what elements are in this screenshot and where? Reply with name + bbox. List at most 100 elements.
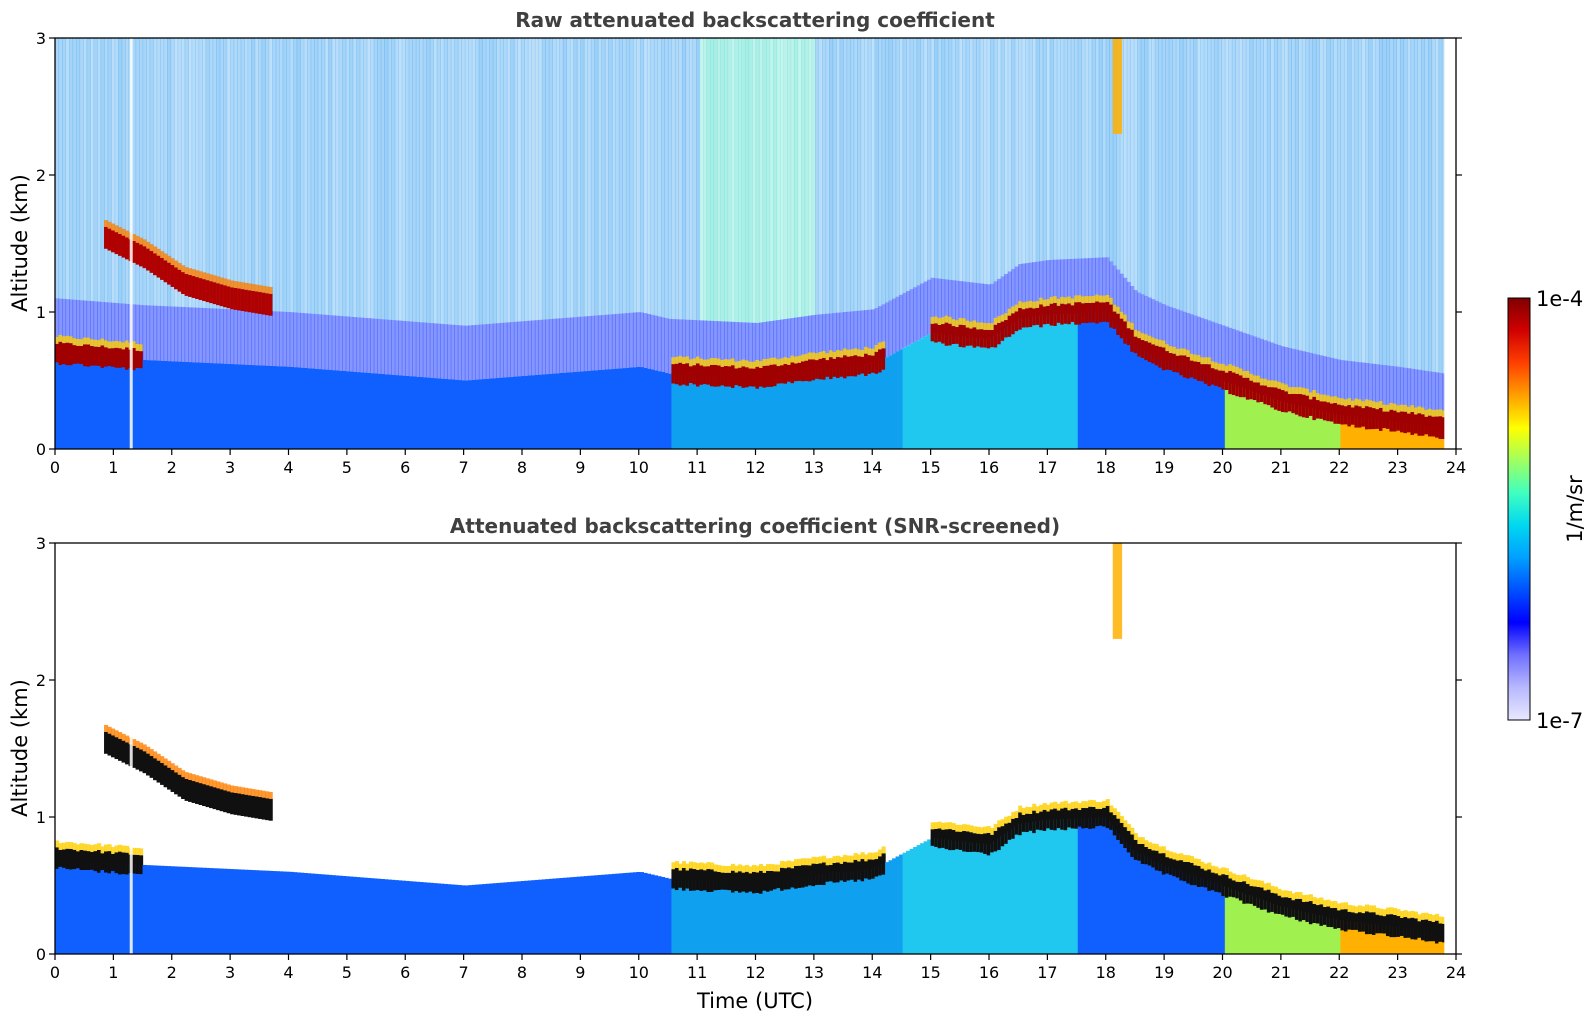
cloud-edge-column	[244, 282, 249, 290]
boundary-layer-column	[177, 866, 182, 954]
layer-edge-column	[1301, 895, 1306, 902]
layer-top-column	[1427, 415, 1433, 437]
boundary-layer-column	[1382, 924, 1387, 954]
cloud-edge-column	[104, 220, 109, 227]
boundary-layer-column	[261, 870, 266, 954]
noise-column	[93, 38, 98, 302]
noise-column-low	[475, 324, 480, 380]
noise-column-low	[1291, 348, 1296, 404]
boundary-layer-column	[794, 877, 799, 954]
boundary-layer-column	[1357, 416, 1363, 449]
boundary-layer-column	[132, 359, 137, 449]
noise-column-low	[944, 279, 949, 335]
boundary-layer-column	[265, 870, 270, 954]
layer-top-column	[962, 831, 967, 852]
x-tick-label: 22	[1329, 458, 1349, 477]
boundary-layer-column	[121, 358, 126, 449]
noise-column	[363, 38, 368, 318]
noise-column-low	[146, 305, 151, 361]
layer-edge-column	[702, 359, 708, 367]
boundary-layer-column	[1235, 385, 1240, 449]
layer-top-column	[937, 828, 942, 849]
noise-column-low	[1021, 263, 1026, 319]
layer-edge-column	[79, 339, 84, 346]
noise-column	[1007, 38, 1012, 272]
boundary-layer-column	[1214, 882, 1219, 954]
layer-edge-column	[769, 357, 774, 365]
noise-column-low	[1004, 273, 1009, 329]
noise-column	[839, 38, 844, 313]
noise-column-low	[909, 289, 914, 344]
noise-column	[867, 38, 872, 310]
layer-top-column	[671, 869, 676, 889]
boundary-layer-column	[969, 337, 974, 449]
boundary-layer-column	[146, 865, 151, 954]
boundary-layer-column	[1406, 422, 1412, 449]
noise-column	[541, 38, 546, 320]
noise-column-low	[496, 323, 501, 378]
layer-top-column	[1441, 417, 1447, 440]
layer-top-column	[787, 867, 792, 890]
noise-column	[531, 38, 536, 321]
layer-top-column	[1151, 850, 1156, 868]
noise-column	[1126, 38, 1131, 282]
boundary-layer-column	[937, 838, 942, 954]
layer-top-column	[1144, 846, 1149, 865]
layer-top-column	[776, 366, 781, 384]
noise-column	[741, 38, 746, 323]
boundary-layer-column	[832, 367, 837, 449]
layer-edge-column	[55, 336, 60, 344]
layer-edge-column	[1049, 296, 1054, 304]
layer-edge-column	[930, 316, 935, 324]
noise-column-low	[513, 321, 518, 377]
noise-column	[1091, 38, 1096, 258]
boundary-layer-column	[1095, 312, 1100, 449]
boundary-layer-column	[412, 881, 417, 954]
noise-column-low	[888, 300, 893, 356]
layer-edge-column	[1165, 850, 1170, 858]
layer-top-column	[1382, 916, 1387, 934]
layer-top-column	[83, 344, 88, 367]
cloud-column	[125, 237, 130, 260]
noise-column-low	[1189, 314, 1194, 369]
noise-column	[1350, 38, 1356, 362]
noise-column-low	[601, 314, 606, 370]
noise-column-low	[366, 318, 371, 373]
layer-edge-column	[1284, 890, 1289, 898]
noise-column	[398, 38, 403, 321]
noise-column	[485, 38, 490, 324]
boundary-layer-column	[69, 354, 74, 449]
layer-edge-column	[1298, 892, 1303, 899]
boundary-layer-column	[461, 380, 466, 449]
noise-column	[1105, 38, 1110, 258]
x-tick-label: 20	[1212, 458, 1232, 477]
boundary-layer-column	[1109, 316, 1114, 449]
noise-column-low	[338, 315, 343, 371]
layer-top-column	[1308, 901, 1313, 925]
boundary-layer-column	[881, 359, 886, 449]
layer-edge-column	[90, 845, 95, 852]
layer-top-column	[1270, 892, 1275, 912]
boundary-layer-column	[871, 364, 876, 449]
layer-top-column	[955, 327, 960, 344]
boundary-layer-column	[251, 870, 256, 954]
boundary-layer-column	[1259, 898, 1264, 954]
noise-column	[1224, 38, 1229, 327]
boundary-layer-column	[846, 366, 851, 449]
noise-column	[1420, 38, 1426, 371]
boundary-layer-column	[1035, 821, 1040, 954]
layer-edge-column	[762, 865, 767, 873]
boundary-layer-column	[639, 872, 645, 954]
boundary-layer-column	[1042, 315, 1047, 449]
cloud-edge-column	[223, 783, 228, 791]
layer-edge-column	[744, 864, 750, 872]
boundary-layer-column	[139, 864, 144, 954]
boundary-layer-column	[860, 365, 865, 449]
layer-edge-column	[1175, 348, 1180, 356]
layer-top-column	[1235, 373, 1240, 397]
noise-column-low	[345, 316, 350, 372]
boundary-layer-column	[818, 874, 823, 954]
noise-column	[265, 38, 270, 311]
layer-edge-column	[951, 823, 956, 830]
noise-column	[457, 38, 462, 326]
